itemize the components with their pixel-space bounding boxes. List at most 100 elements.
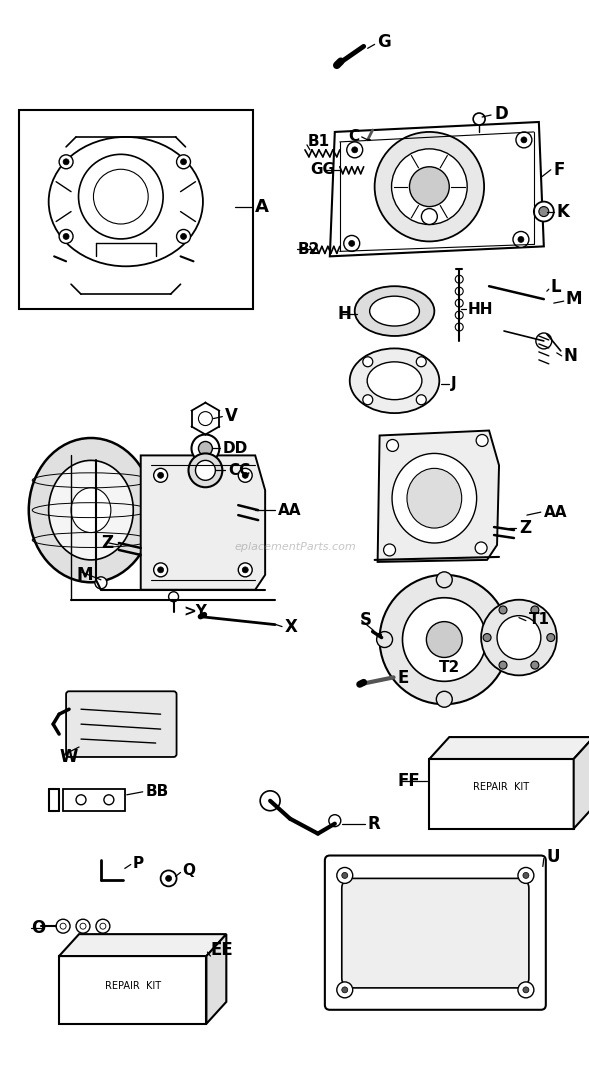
Text: eplacementParts.com: eplacementParts.com — [234, 542, 356, 552]
Polygon shape — [59, 935, 227, 956]
Text: B1: B1 — [308, 134, 330, 149]
Circle shape — [349, 240, 355, 247]
Text: A: A — [255, 197, 269, 216]
Circle shape — [473, 113, 485, 125]
Circle shape — [417, 395, 426, 405]
Circle shape — [76, 919, 90, 934]
Circle shape — [342, 987, 348, 993]
Text: HH: HH — [467, 301, 493, 316]
Circle shape — [481, 600, 557, 676]
Circle shape — [539, 207, 549, 217]
Circle shape — [409, 167, 449, 207]
Text: M: M — [566, 290, 582, 309]
Circle shape — [518, 867, 534, 884]
Circle shape — [96, 919, 110, 934]
Circle shape — [337, 867, 353, 884]
Circle shape — [260, 791, 280, 811]
Circle shape — [160, 871, 176, 886]
Circle shape — [375, 132, 484, 242]
Circle shape — [534, 201, 554, 222]
Circle shape — [392, 148, 467, 224]
Circle shape — [158, 566, 163, 573]
Text: U: U — [547, 848, 560, 865]
Circle shape — [363, 395, 373, 405]
Text: >Y: >Y — [183, 604, 208, 619]
Text: K: K — [557, 203, 569, 221]
Text: H: H — [338, 305, 352, 323]
Circle shape — [344, 235, 360, 251]
Bar — [19, 110, 253, 309]
Circle shape — [497, 615, 541, 660]
Ellipse shape — [370, 296, 419, 326]
Text: G: G — [378, 34, 391, 51]
Text: C: C — [349, 129, 360, 144]
Circle shape — [531, 661, 539, 669]
Circle shape — [363, 356, 373, 367]
Circle shape — [198, 412, 212, 426]
Circle shape — [455, 311, 463, 319]
Circle shape — [547, 634, 555, 641]
Circle shape — [455, 275, 463, 284]
Text: O: O — [31, 919, 45, 937]
Text: L: L — [551, 278, 562, 297]
Circle shape — [169, 591, 179, 602]
Circle shape — [455, 323, 463, 331]
Circle shape — [475, 542, 487, 553]
Circle shape — [437, 572, 453, 588]
Text: AA: AA — [544, 505, 568, 520]
Text: F: F — [554, 160, 565, 179]
Circle shape — [337, 982, 353, 997]
Ellipse shape — [392, 454, 477, 543]
Ellipse shape — [367, 362, 422, 400]
Circle shape — [483, 634, 491, 641]
Text: EE: EE — [211, 941, 233, 960]
Circle shape — [476, 434, 488, 446]
Text: FF: FF — [398, 772, 420, 790]
Text: T2: T2 — [440, 660, 461, 675]
Circle shape — [95, 577, 107, 589]
Circle shape — [437, 691, 453, 707]
Text: GG: GG — [310, 162, 335, 178]
Circle shape — [56, 919, 70, 934]
Circle shape — [188, 454, 222, 487]
Circle shape — [342, 873, 348, 878]
Circle shape — [192, 434, 219, 462]
Circle shape — [238, 468, 252, 482]
Circle shape — [379, 575, 509, 704]
Text: BB: BB — [146, 784, 169, 799]
Text: W: W — [59, 748, 77, 766]
Circle shape — [499, 606, 507, 614]
Text: Z: Z — [519, 519, 531, 537]
Circle shape — [513, 232, 529, 247]
Text: AA: AA — [278, 503, 301, 518]
Circle shape — [166, 875, 172, 882]
Text: V: V — [225, 406, 238, 425]
Text: REPAIR  KIT: REPAIR KIT — [473, 782, 529, 792]
Polygon shape — [378, 431, 499, 562]
Ellipse shape — [407, 468, 462, 529]
Circle shape — [181, 159, 186, 165]
Circle shape — [523, 873, 529, 878]
Circle shape — [417, 356, 426, 367]
Circle shape — [352, 147, 358, 153]
Circle shape — [402, 598, 486, 681]
Circle shape — [421, 209, 437, 224]
Circle shape — [427, 622, 462, 657]
Circle shape — [376, 631, 392, 648]
Text: S: S — [360, 611, 372, 628]
Circle shape — [347, 142, 363, 158]
Circle shape — [63, 159, 69, 165]
Ellipse shape — [71, 487, 111, 533]
Ellipse shape — [29, 438, 153, 583]
Circle shape — [238, 563, 252, 577]
Circle shape — [531, 606, 539, 614]
Circle shape — [158, 472, 163, 479]
FancyBboxPatch shape — [342, 878, 529, 988]
FancyBboxPatch shape — [325, 856, 546, 1009]
Polygon shape — [573, 738, 590, 828]
Text: R: R — [368, 814, 381, 833]
Circle shape — [176, 230, 191, 244]
Ellipse shape — [48, 460, 133, 560]
Circle shape — [518, 236, 524, 243]
Text: J: J — [451, 376, 457, 391]
